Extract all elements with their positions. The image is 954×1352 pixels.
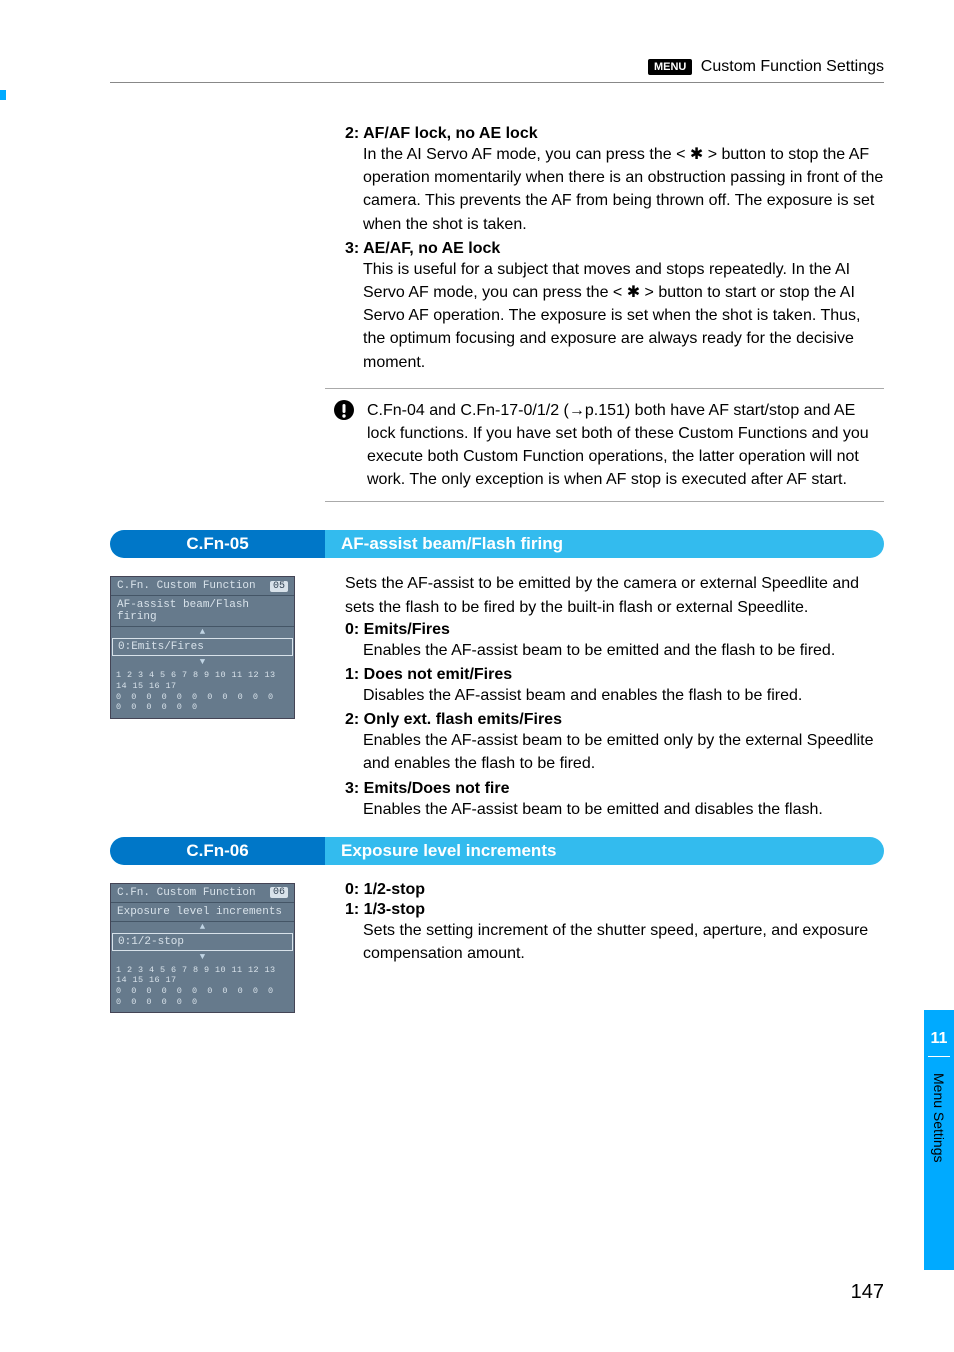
chapter-label: Menu Settings (931, 1057, 947, 1163)
cfn05-opt3-h: 3: Emits/Does not fire (345, 780, 884, 798)
menu-badge: MENU (648, 59, 692, 75)
cfn05-intro: Sets the AF-assist to be emitted by the … (345, 572, 884, 618)
lcd-index-row: 1 2 3 4 5 6 7 8 9 10 11 12 13 14 15 16 1… (116, 965, 289, 986)
cfn06-code: C.Fn-06 (110, 837, 325, 865)
chapter-number: 11 (928, 1026, 950, 1057)
lcd-subtitle: Exposure level increments (111, 903, 294, 922)
cfn06-opt1-h: 1: 1/3-stop (345, 901, 884, 919)
cfn04-opt3-heading: 3: AE/AF, no AE lock (345, 240, 884, 258)
lcd-values-row: 0 0 0 0 0 0 0 0 0 0 0 0 0 0 0 0 0 (116, 986, 289, 1007)
lcd-badge: 06 (270, 887, 288, 898)
up-arrow-icon: ▲ (111, 922, 294, 932)
page-number: 147 (851, 1281, 884, 1304)
caution-text: C.Fn-04 and C.Fn-17-0/1/2 (→p.151) both … (367, 399, 876, 492)
cfn05-opt0-h: 0: Emits/Fires (345, 621, 884, 639)
lcd-selection: 0:Emits/Fires (112, 638, 293, 656)
lcd-subtitle: AF-assist beam/Flash firing (111, 596, 294, 627)
caution-icon (333, 399, 355, 492)
cfn05-code: C.Fn-05 (110, 530, 325, 558)
cfn06-opt1-b: Sets the setting increment of the shutte… (363, 919, 884, 965)
cfn05-opt2-b: Enables the AF-assist beam to be emitted… (363, 729, 884, 775)
cfn06-lcd: C.Fn. Custom Function 06 Exposure level … (110, 883, 295, 1014)
cfn04-opt3-body: This is useful for a subject that moves … (363, 258, 884, 374)
header-title: Custom Function Settings (701, 58, 884, 75)
cfn05-opt1-b: Disables the AF-assist beam and enables … (363, 684, 884, 707)
down-arrow-icon: ▼ (111, 657, 294, 667)
cfn06-section-bar: C.Fn-06 Exposure level increments (110, 837, 884, 865)
cfn04-opt2-heading: 2: AF/AF lock, no AE lock (345, 125, 884, 143)
cfn05-title: AF-assist beam/Flash firing (325, 530, 884, 558)
caution-note: C.Fn-04 and C.Fn-17-0/1/2 (→p.151) both … (325, 388, 884, 503)
cfn04-opt2-body: In the AI Servo AF mode, you can press t… (363, 143, 884, 236)
cfn05-opt2-h: 2: Only ext. flash emits/Fires (345, 711, 884, 729)
lcd-selection: 0:1/2-stop (112, 933, 293, 951)
cfn06-title: Exposure level increments (325, 837, 884, 865)
lcd-values-row: 0 0 0 0 0 0 0 0 0 0 0 0 0 0 0 0 0 (116, 692, 289, 713)
cfn05-opt0-b: Enables the AF-assist beam to be emitted… (363, 639, 884, 662)
cfn05-opt1-h: 1: Does not emit/Fires (345, 666, 884, 684)
cfn05-opt3-b: Enables the AF-assist beam to be emitted… (363, 798, 884, 821)
lcd-index-row: 1 2 3 4 5 6 7 8 9 10 11 12 13 14 15 16 1… (116, 670, 289, 691)
lcd-badge: 05 (270, 581, 288, 592)
down-arrow-icon: ▼ (111, 952, 294, 962)
up-arrow-icon: ▲ (111, 627, 294, 637)
cfn05-section-bar: C.Fn-05 AF-assist beam/Flash firing (110, 530, 884, 558)
lcd-title: C.Fn. Custom Function (117, 580, 256, 592)
page-header: MENU Custom Function Settings (110, 58, 884, 83)
lcd-title: C.Fn. Custom Function (117, 887, 256, 899)
cfn05-lcd: C.Fn. Custom Function 05 AF-assist beam/… (110, 576, 295, 719)
cfn06-opt0-h: 0: 1/2-stop (345, 881, 884, 899)
chapter-tab: 11 Menu Settings (924, 1010, 954, 1270)
